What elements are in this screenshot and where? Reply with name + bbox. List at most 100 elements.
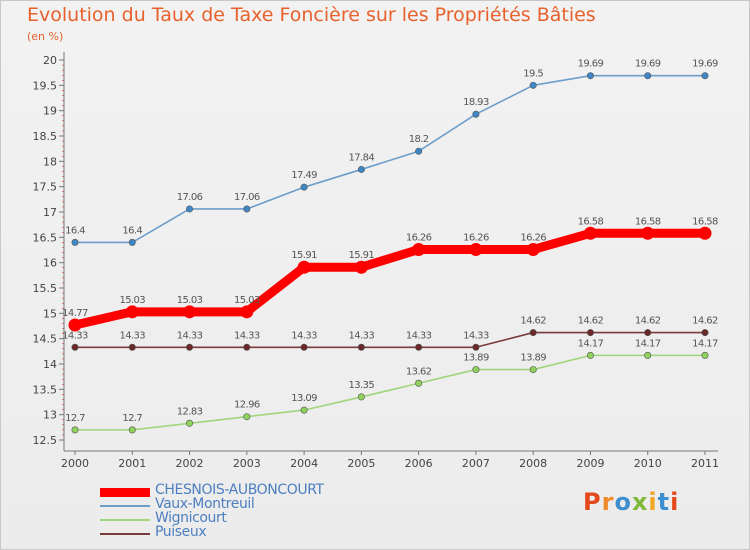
series-point-3 <box>472 343 480 351</box>
legend-label: CHESNOIS-AUBONCOURT <box>155 482 324 498</box>
data-label: 18.2 <box>409 134 429 145</box>
series-point-3 <box>300 343 308 351</box>
legend-swatch <box>100 505 150 507</box>
series-point-0 <box>698 226 712 240</box>
data-label: 14.17 <box>578 338 604 349</box>
chart-axes: 12.5 13 13.5 14 14.5 15 15.5 16 16.5 17 17.5 18 18.5… <box>33 52 719 470</box>
x-tick-label: 2005 <box>347 457 375 470</box>
data-label: 15.03 <box>177 295 203 306</box>
data-label: 19.5 <box>523 68 543 79</box>
legend-label: Puiseux <box>155 524 207 540</box>
series-point-3 <box>243 343 251 351</box>
data-label: 14.17 <box>692 338 718 349</box>
data-label: 15.03 <box>119 295 145 306</box>
series-point-1 <box>357 165 365 173</box>
data-label: 13.09 <box>291 393 317 404</box>
series-point-1 <box>529 81 537 89</box>
series-point-1 <box>644 72 652 80</box>
proxiti-logo: Proxiti <box>583 488 679 516</box>
data-label: 16.58 <box>578 216 604 227</box>
data-label: 13.89 <box>520 353 546 364</box>
data-label: 14.33 <box>349 330 375 341</box>
series-point-1 <box>128 238 136 246</box>
logo-letter: t <box>657 488 671 516</box>
data-label: 13.62 <box>406 366 432 377</box>
series-point-0 <box>125 305 139 319</box>
y-tick-label: 20 <box>43 54 57 67</box>
series-point-1 <box>71 238 79 246</box>
data-label: 18.93 <box>463 97 489 108</box>
data-label: 16.26 <box>463 232 489 243</box>
series-point-2 <box>186 419 194 427</box>
data-label: 16.58 <box>692 216 718 227</box>
data-label: 16.26 <box>520 232 546 243</box>
series-line-3 <box>74 331 706 349</box>
y-tick-label: 13.5 <box>33 383 58 396</box>
series-point-2 <box>529 366 537 374</box>
series-point-1 <box>243 205 251 213</box>
logo-letter: o <box>614 488 632 516</box>
series-point-0 <box>641 226 655 240</box>
logo-letter: r <box>601 488 615 516</box>
series-point-3 <box>71 343 79 351</box>
data-label: 15.91 <box>291 250 317 261</box>
series-point-3 <box>529 329 537 337</box>
data-label: 14.62 <box>692 316 718 327</box>
series-point-2 <box>415 379 423 387</box>
x-tick-label: 2000 <box>61 457 89 470</box>
logo-letter: i <box>670 488 680 516</box>
series-point-0 <box>240 305 254 319</box>
data-label: 16.4 <box>122 225 142 236</box>
y-tick-label: 19.5 <box>33 79 58 92</box>
data-label: 14.77 <box>62 308 88 319</box>
series-point-2 <box>357 393 365 401</box>
series-point-2 <box>472 366 480 374</box>
legend-label: Vaux-Montreuil <box>155 496 255 512</box>
data-label: 17.06 <box>177 192 203 203</box>
series-point-0 <box>183 305 197 319</box>
series-point-2 <box>701 351 709 359</box>
logo-letter: P <box>583 488 602 516</box>
series-point-0 <box>583 226 597 240</box>
series-point-2 <box>300 406 308 414</box>
legend-label: Wignicourt <box>155 510 227 526</box>
series-point-0 <box>68 318 82 332</box>
data-label: 17.06 <box>234 192 260 203</box>
series-point-2 <box>243 413 251 421</box>
data-label: 14.62 <box>520 316 546 327</box>
series-point-0 <box>469 242 483 256</box>
chart-title: Evolution du Taux de Taxe Foncière sur l… <box>27 4 596 26</box>
y-tick-label: 18.5 <box>33 130 58 143</box>
data-label: 14.33 <box>62 330 88 341</box>
data-label: 16.4 <box>65 225 85 236</box>
series-point-3 <box>701 329 709 337</box>
data-label: 13.89 <box>463 353 489 364</box>
data-label: 16.58 <box>635 216 661 227</box>
series-point-1 <box>701 72 709 80</box>
logo-letter: x <box>631 488 649 516</box>
y-tick-label: 15.5 <box>33 282 58 295</box>
data-label: 15.91 <box>349 250 375 261</box>
data-label: 12.83 <box>177 406 203 417</box>
series-point-3 <box>415 343 423 351</box>
x-tick-label: 2003 <box>233 457 261 470</box>
y-tick-label: 13 <box>43 409 57 422</box>
series-point-3 <box>357 343 365 351</box>
y-tick-label: 16.5 <box>33 231 58 244</box>
y-tick-label: 17 <box>43 206 57 219</box>
data-label: 17.84 <box>349 152 375 163</box>
series-point-2 <box>586 351 594 359</box>
x-tick-label: 2002 <box>176 457 204 470</box>
legend-swatch <box>100 487 150 497</box>
x-tick-label: 2009 <box>576 457 604 470</box>
series-line-1 <box>74 74 706 244</box>
x-tick-label: 2007 <box>462 457 490 470</box>
data-label: 14.33 <box>406 330 432 341</box>
x-tick-label: 2006 <box>405 457 433 470</box>
data-label: 13.35 <box>349 380 375 391</box>
series-point-3 <box>128 343 136 351</box>
series-point-0 <box>526 242 540 256</box>
x-tick-label: 2004 <box>290 457 318 470</box>
data-label: 12.7 <box>122 413 142 424</box>
data-label: 15.03 <box>234 295 260 306</box>
